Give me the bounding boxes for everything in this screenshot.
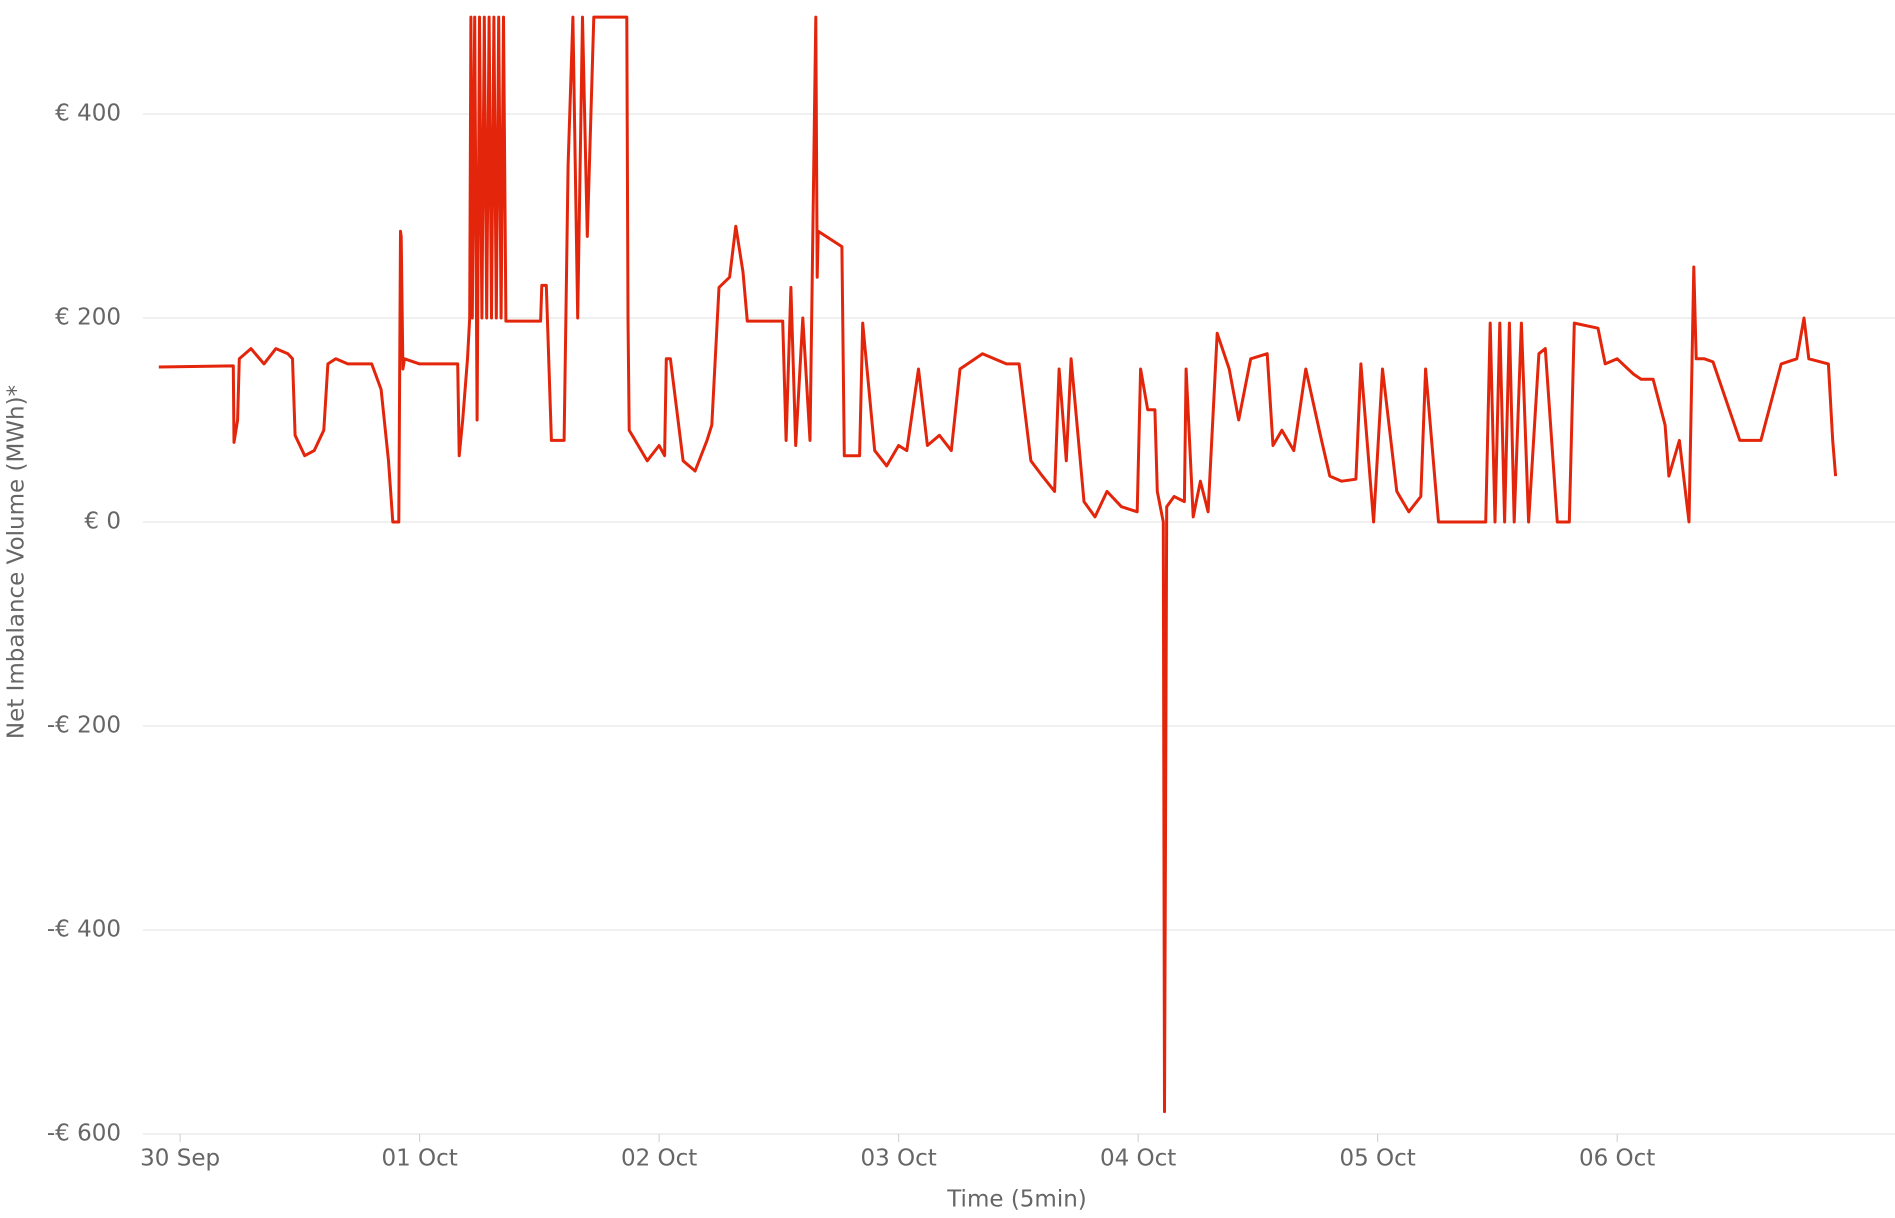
x-tick-label: 01 Oct bbox=[381, 1146, 457, 1172]
y-tick-label: € 0 bbox=[84, 509, 121, 535]
x-tick-label: 02 Oct bbox=[621, 1146, 697, 1172]
x-axis-title: Time (5min) bbox=[946, 1187, 1087, 1213]
x-tick-label: 06 Oct bbox=[1579, 1146, 1655, 1172]
y-tick-label: € 400 bbox=[55, 101, 121, 127]
x-tick-label: 04 Oct bbox=[1100, 1146, 1176, 1172]
x-tick-label: 05 Oct bbox=[1339, 1146, 1415, 1172]
y-tick-label: -€ 600 bbox=[47, 1121, 121, 1147]
y-tick-label: € 200 bbox=[55, 305, 121, 331]
y-tick-label: -€ 200 bbox=[47, 713, 121, 739]
x-tick-label: 03 Oct bbox=[860, 1146, 936, 1172]
y-axis-title: Net Imbalance Volume (MWh)* bbox=[4, 385, 30, 739]
y-tick-label: -€ 400 bbox=[47, 917, 121, 943]
data-line bbox=[158, 15, 1838, 1114]
x-tick-label: 30 Sep bbox=[140, 1146, 220, 1172]
